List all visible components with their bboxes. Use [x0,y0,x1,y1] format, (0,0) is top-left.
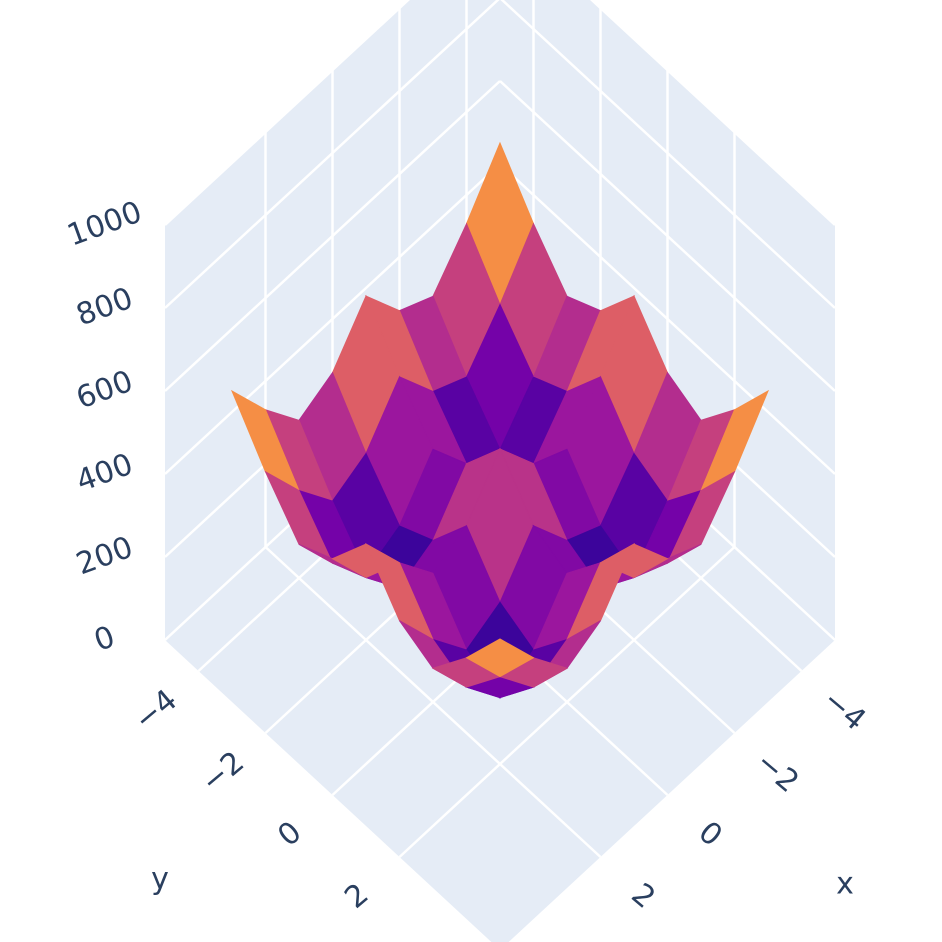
grid-line [499,163,836,475]
z-tick-label: 1000 [63,195,147,254]
surface-patch [465,638,535,678]
x-tick-label: 0 [692,815,729,854]
grid-line [164,0,410,226]
z-tick-label: 0 [90,619,120,658]
grid-line [500,0,836,309]
x-tick-label: −2 [749,745,805,800]
grid-line [398,546,736,858]
z-tick-label: 800 [72,281,138,333]
z-tick-label: 200 [72,530,138,582]
y-axis-title: y [151,862,169,897]
x-tick-label: −4 [816,683,872,738]
z-tick-label: 400 [72,447,138,499]
grid-line [164,80,501,392]
grid-line [590,0,836,226]
y-tick-label: 2 [338,877,375,916]
x-axis-title: x [836,867,854,902]
grid-line [164,163,501,475]
y-tick-label: −2 [195,745,251,800]
grid-line [164,0,500,309]
x-tick-label: 2 [625,877,662,916]
z-tick-label: 600 [72,364,138,416]
y-tick-label: −4 [128,683,184,738]
grid-line [499,80,836,392]
y-tick-label: 0 [271,815,308,854]
